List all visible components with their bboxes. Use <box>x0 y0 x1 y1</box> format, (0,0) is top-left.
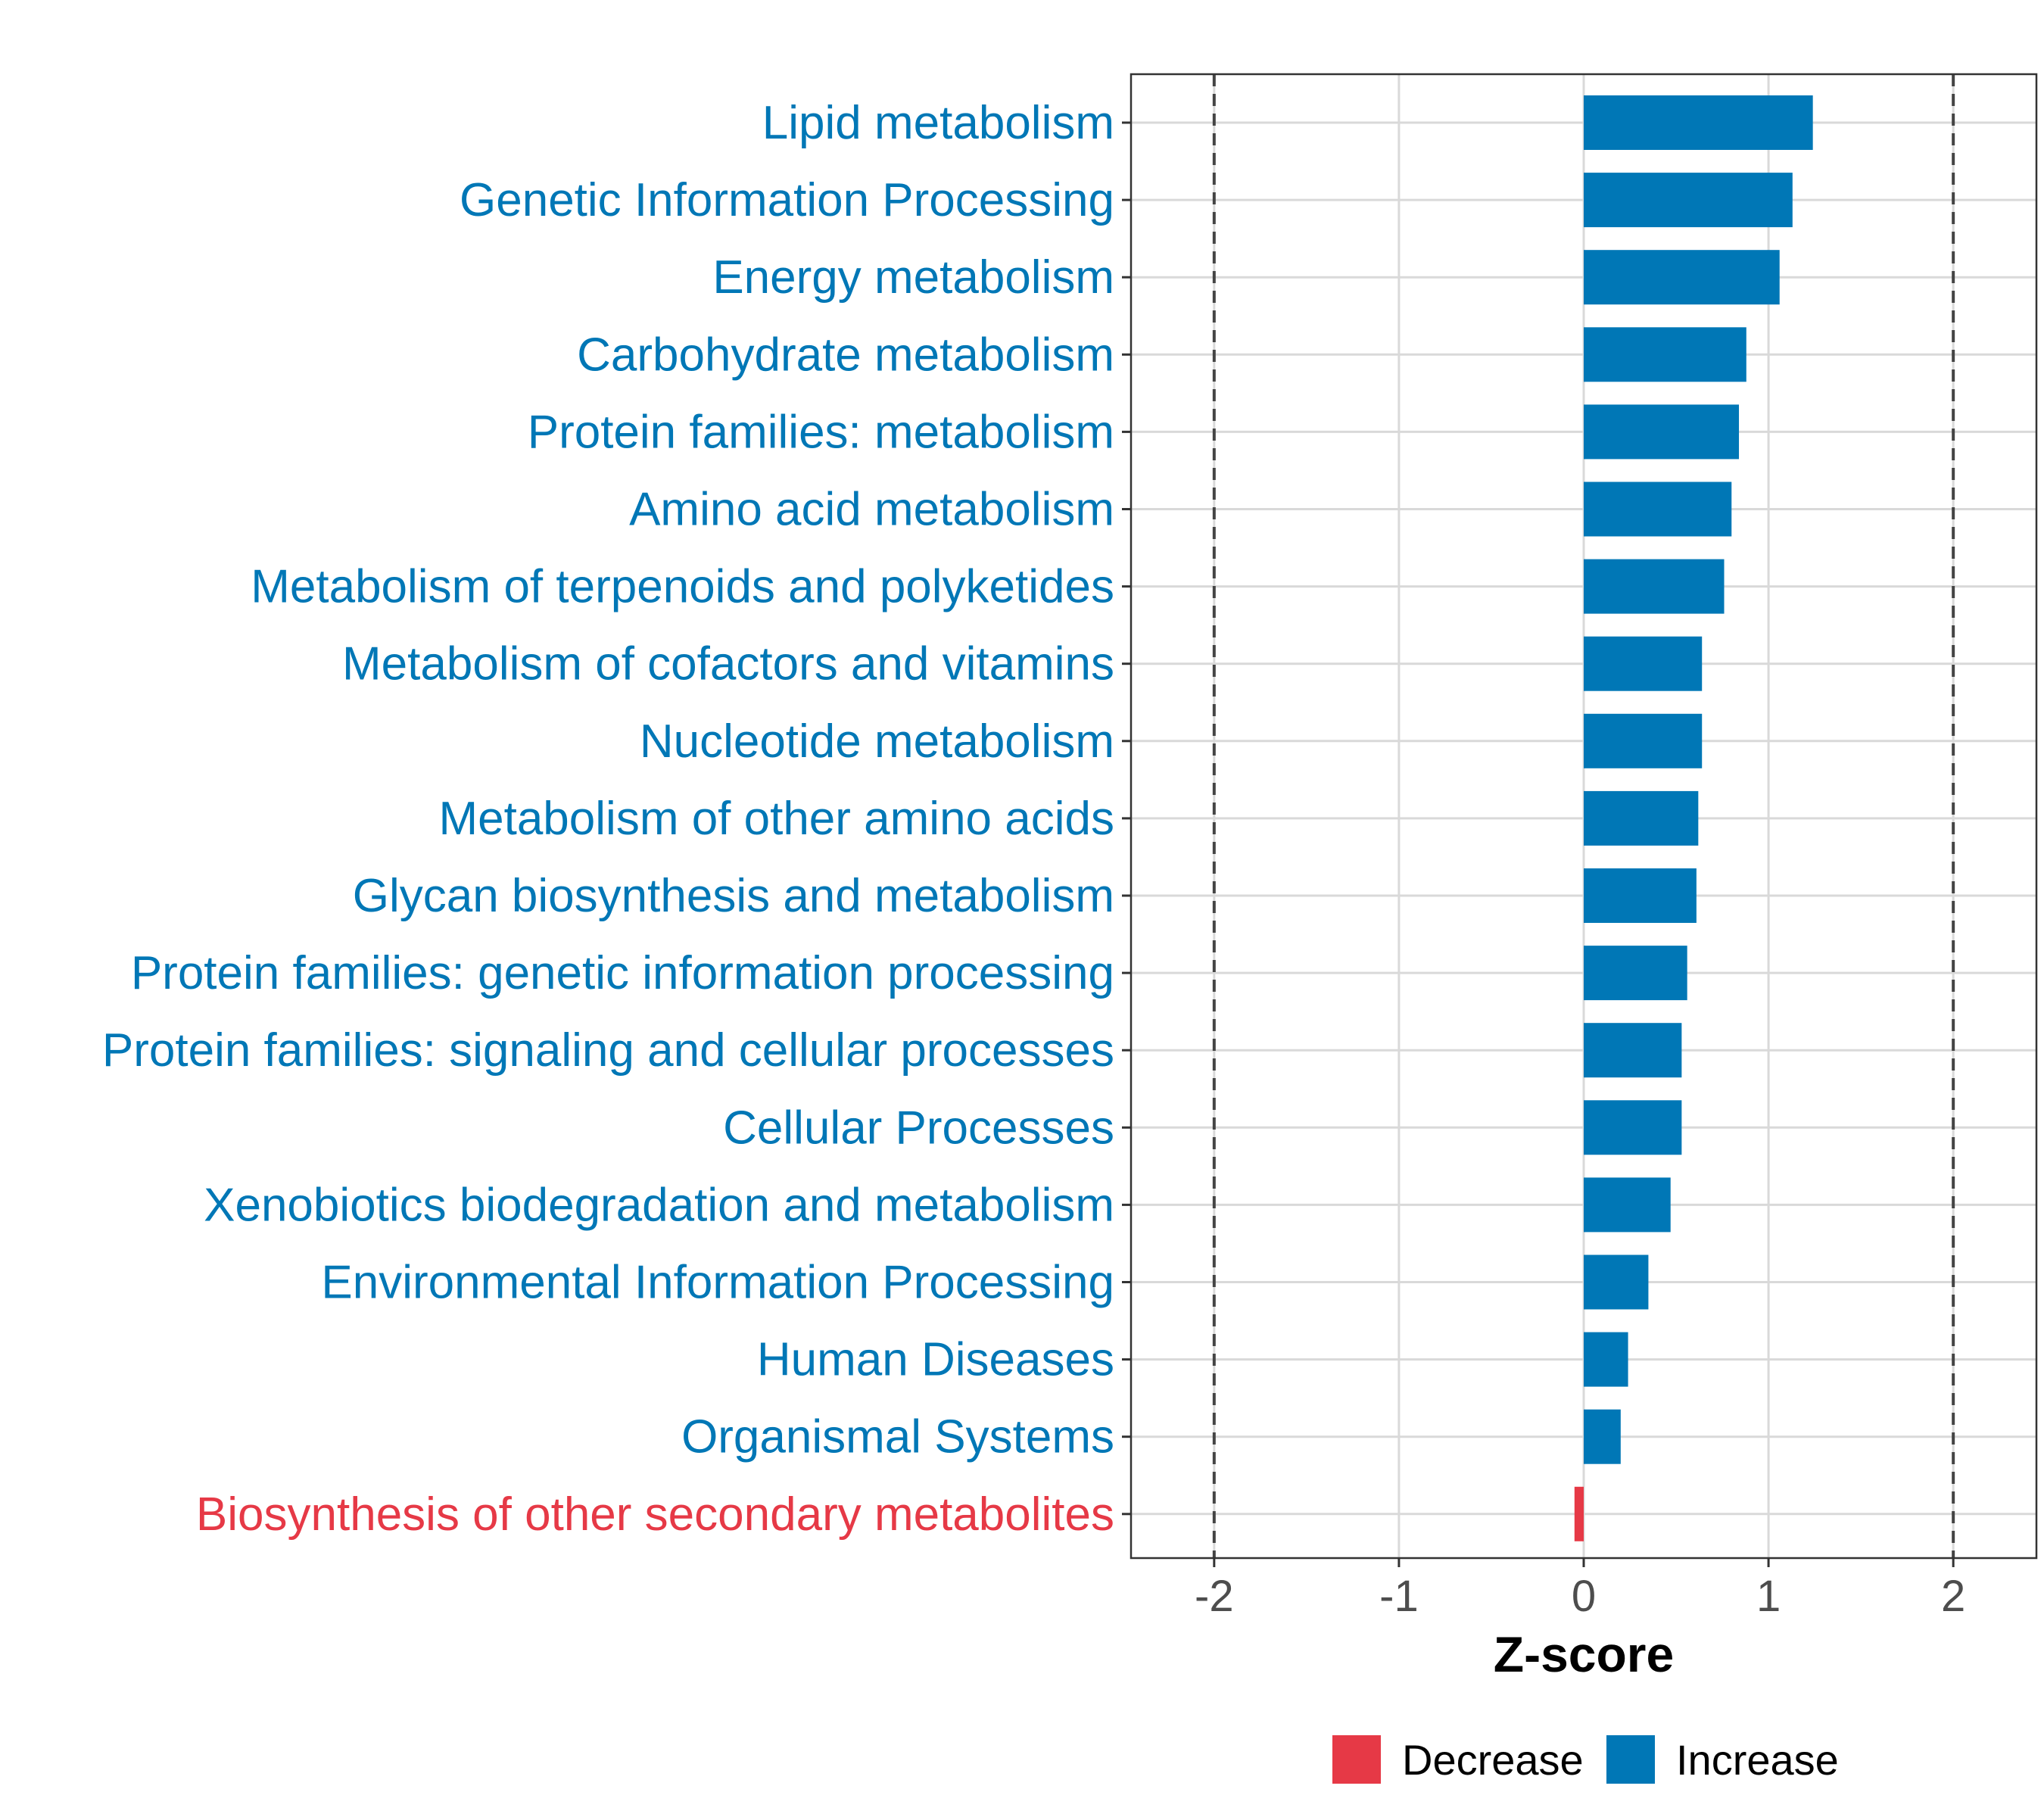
legend-key-increase <box>1606 1735 1655 1784</box>
bar-increase <box>1584 1254 1649 1310</box>
category-label: Genetic Information Processing <box>460 174 1114 226</box>
bar-layer <box>1574 95 1813 1541</box>
category-label: Protein families: signaling and cellular… <box>102 1024 1114 1077</box>
category-label: Protein families: genetic information pr… <box>131 947 1114 999</box>
bar-increase <box>1584 327 1746 382</box>
bar-increase <box>1584 1332 1628 1387</box>
bar-increase <box>1584 1177 1671 1233</box>
bar-increase <box>1584 946 1687 1001</box>
category-label: Human Diseases <box>757 1334 1114 1386</box>
category-label: Metabolism of terpenoids and polyketides <box>251 561 1114 613</box>
bar-increase <box>1584 1100 1682 1155</box>
category-label: Lipid metabolism <box>762 97 1114 149</box>
bar-increase <box>1584 790 1699 846</box>
x-tick-label: -2 <box>1195 1572 1234 1621</box>
bar-increase <box>1584 95 1813 150</box>
x-tick-label: 2 <box>1941 1572 1965 1621</box>
x-tick-label: -1 <box>1379 1572 1419 1621</box>
category-label: Biosynthesis of other secondary metaboli… <box>196 1488 1114 1541</box>
bar-increase <box>1584 636 1703 691</box>
category-label: Environmental Information Processing <box>321 1257 1114 1309</box>
legend-key-decrease <box>1332 1735 1381 1784</box>
legend: Decrease Increase <box>1332 1735 1839 1784</box>
reference-lines <box>1212 74 1955 1558</box>
x-axis-tick-labels: -2 -1 0 1 2 <box>1195 1572 1965 1621</box>
category-label: Glycan biosynthesis and metabolism <box>353 870 1114 922</box>
legend-label: Increase <box>1676 1736 1839 1784</box>
category-label: Amino acid metabolism <box>629 484 1114 536</box>
x-tick-label: 0 <box>1572 1572 1596 1621</box>
category-label: Carbohydrate metabolism <box>577 329 1114 381</box>
bar-increase <box>1584 482 1732 537</box>
category-label: Organismal Systems <box>681 1411 1114 1463</box>
x-axis-ticks <box>1213 1558 1955 1567</box>
bar-increase <box>1584 713 1703 768</box>
y-axis-labels: Lipid metabolism Genetic Information Proc… <box>102 97 1114 1541</box>
category-label: Metabolism of other amino acids <box>438 793 1114 845</box>
category-label: Metabolism of cofactors and vitamins <box>342 638 1114 690</box>
bar-increase <box>1584 173 1793 228</box>
category-label: Nucleotide metabolism <box>640 715 1114 768</box>
bar-increase <box>1584 1409 1621 1464</box>
bar-increase <box>1584 250 1780 305</box>
bar-increase <box>1584 1023 1682 1078</box>
category-label: Xenobiotics biodegradation and metabolis… <box>204 1179 1114 1231</box>
y-axis-ticks <box>1122 121 1131 1516</box>
category-label: Energy metabolism <box>712 251 1114 304</box>
legend-label: Decrease <box>1402 1736 1584 1784</box>
bar-increase <box>1584 559 1725 614</box>
bar-decrease <box>1574 1486 1584 1541</box>
x-tick-label: 1 <box>1756 1572 1781 1621</box>
category-label: Cellular Processes <box>723 1102 1114 1154</box>
bar-increase <box>1584 404 1740 460</box>
bar-increase <box>1584 868 1697 923</box>
category-label: Protein families: metabolism <box>528 406 1114 458</box>
x-axis-title: Z-score <box>1494 1626 1674 1682</box>
